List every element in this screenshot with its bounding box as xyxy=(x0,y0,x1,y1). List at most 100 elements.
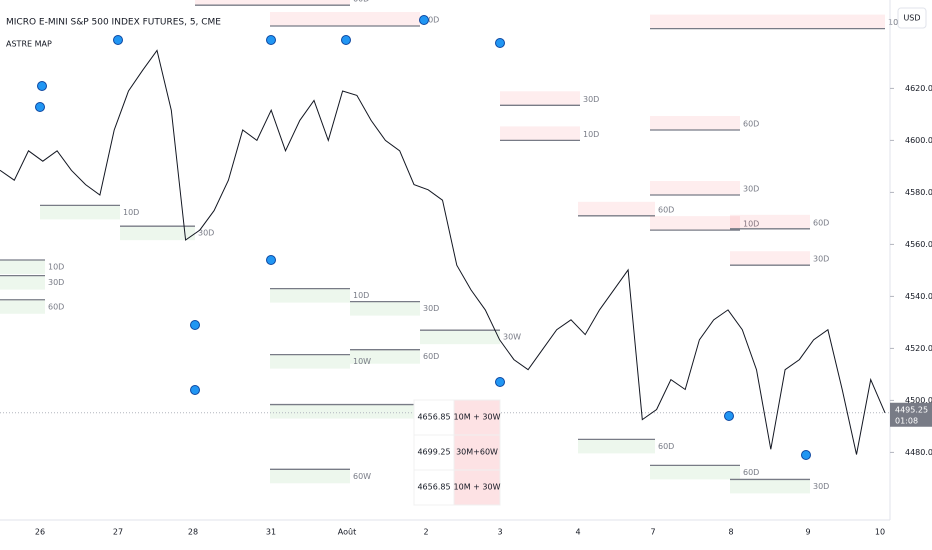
level-zone xyxy=(195,0,350,6)
y-tick-label: 4620.00 xyxy=(905,84,932,93)
x-tick-label: Août xyxy=(338,528,356,537)
x-tick-label: 8 xyxy=(728,528,733,537)
table-combo: 10M + 30W xyxy=(454,413,501,422)
y-tick-label: 4600.00 xyxy=(905,136,932,145)
level-label: 30D xyxy=(423,304,439,313)
level-zone xyxy=(0,275,45,290)
level-label: 10D xyxy=(423,16,439,25)
symbol-title: MICRO E-MINI S&P 500 INDEX FUTURES, 5, C… xyxy=(6,18,221,28)
level-label: 10W xyxy=(353,357,371,366)
level-zone xyxy=(350,349,420,364)
currency[interactable]: USD xyxy=(903,14,920,23)
x-tick-label: 9 xyxy=(805,528,810,537)
marker-icon xyxy=(724,411,734,421)
level-zone xyxy=(578,201,655,216)
marker-icon xyxy=(495,38,505,48)
x-tick-label: 4 xyxy=(575,528,580,537)
indicator-name[interactable]: ASTRE MAP xyxy=(6,40,52,49)
level-label: 60D xyxy=(813,218,829,227)
level-zone xyxy=(650,116,740,130)
marker-icon xyxy=(266,255,276,265)
level-zone xyxy=(578,439,655,454)
x-tick-label: 7 xyxy=(650,528,655,537)
marker-icon xyxy=(190,385,200,395)
table-combo: 10M + 30W xyxy=(454,483,501,492)
level-label: 60D xyxy=(743,468,759,477)
x-tick-label: 10 xyxy=(875,528,885,537)
level-label: 30D xyxy=(583,95,599,104)
table-price: 4699.25 xyxy=(417,448,450,457)
level-zone xyxy=(650,181,740,195)
table-cell xyxy=(413,469,455,506)
level-label: 60D xyxy=(743,120,759,129)
y-tick-label: 4520.00 xyxy=(905,344,932,353)
table-combo: 30M+60W xyxy=(456,448,498,457)
currency-button[interactable] xyxy=(897,7,927,29)
marker-icon xyxy=(35,102,45,112)
level-zone xyxy=(730,251,810,266)
marker-icon xyxy=(419,15,429,25)
table-cell xyxy=(453,434,501,471)
y-tick-label: 4500.00 xyxy=(905,396,932,405)
level-label: 30W xyxy=(503,333,521,342)
level-label: 60D xyxy=(48,302,64,311)
level-zone xyxy=(120,226,195,241)
price-line xyxy=(0,49,886,455)
level-label: 60D xyxy=(353,0,369,4)
x-tick-label: 26 xyxy=(35,528,45,537)
level-zone xyxy=(270,12,420,26)
level-label: 10D xyxy=(48,263,64,272)
y-tick-label: 4560.00 xyxy=(905,240,932,249)
x-tick-label: 31 xyxy=(266,528,276,537)
level-label: 60D xyxy=(423,352,439,361)
level-label: 30D xyxy=(48,278,64,287)
marker-icon xyxy=(495,377,505,387)
zones: 10D 60D 10W 60D 30D 10D 60D 10D 30D 60D 30D 10D 30D 1… xyxy=(0,0,906,494)
level-zone xyxy=(0,260,45,274)
marker-icon xyxy=(801,450,811,460)
level-zone xyxy=(0,299,45,314)
x-tick-label: 3 xyxy=(497,528,502,537)
level-zone xyxy=(40,205,120,220)
marker-icon xyxy=(113,35,123,45)
level-zone xyxy=(270,404,420,419)
level-zone xyxy=(730,214,810,229)
level-label: 30D xyxy=(813,482,829,491)
level-zone xyxy=(270,288,350,303)
level-zone xyxy=(500,91,580,106)
table-price: 4656.85 xyxy=(417,483,450,492)
level-label: 30D xyxy=(743,185,759,194)
level-zone xyxy=(270,354,350,369)
y-tick-label: 4580.00 xyxy=(905,188,932,197)
level-zone xyxy=(350,301,420,316)
level-zone xyxy=(650,465,740,480)
table-price: 4656.85 xyxy=(417,413,450,422)
level-zone xyxy=(270,469,350,484)
marker-icon xyxy=(190,320,200,330)
last-price-label: 4495.25 xyxy=(895,405,928,414)
x-tick-label: 2 xyxy=(423,528,428,537)
level-zone xyxy=(650,14,885,29)
level-label: 10D xyxy=(583,130,599,139)
level-label: 10D xyxy=(743,220,759,229)
level-label: 10W xyxy=(888,18,906,27)
level-zone xyxy=(650,216,740,231)
level-label: 60D xyxy=(658,205,674,214)
level-label: 30D xyxy=(198,229,214,238)
y-tick-label: 4540.00 xyxy=(905,292,932,301)
marker-icon xyxy=(37,81,47,91)
level-label: 60W xyxy=(353,472,371,481)
last-price-tag xyxy=(890,402,932,427)
marker-icon xyxy=(341,35,351,45)
level-label: 60D xyxy=(658,442,674,451)
y-tick-label: 4480.00 xyxy=(905,448,932,457)
marker-icon xyxy=(266,35,276,45)
level-label: 10D xyxy=(123,208,139,217)
x-tick-label: 28 xyxy=(188,528,198,537)
level-zone xyxy=(500,126,580,141)
x-tick-label: 27 xyxy=(113,528,123,537)
level-label: 10D xyxy=(353,291,369,300)
level-zone xyxy=(730,479,810,494)
level-label: 30D xyxy=(813,255,829,264)
